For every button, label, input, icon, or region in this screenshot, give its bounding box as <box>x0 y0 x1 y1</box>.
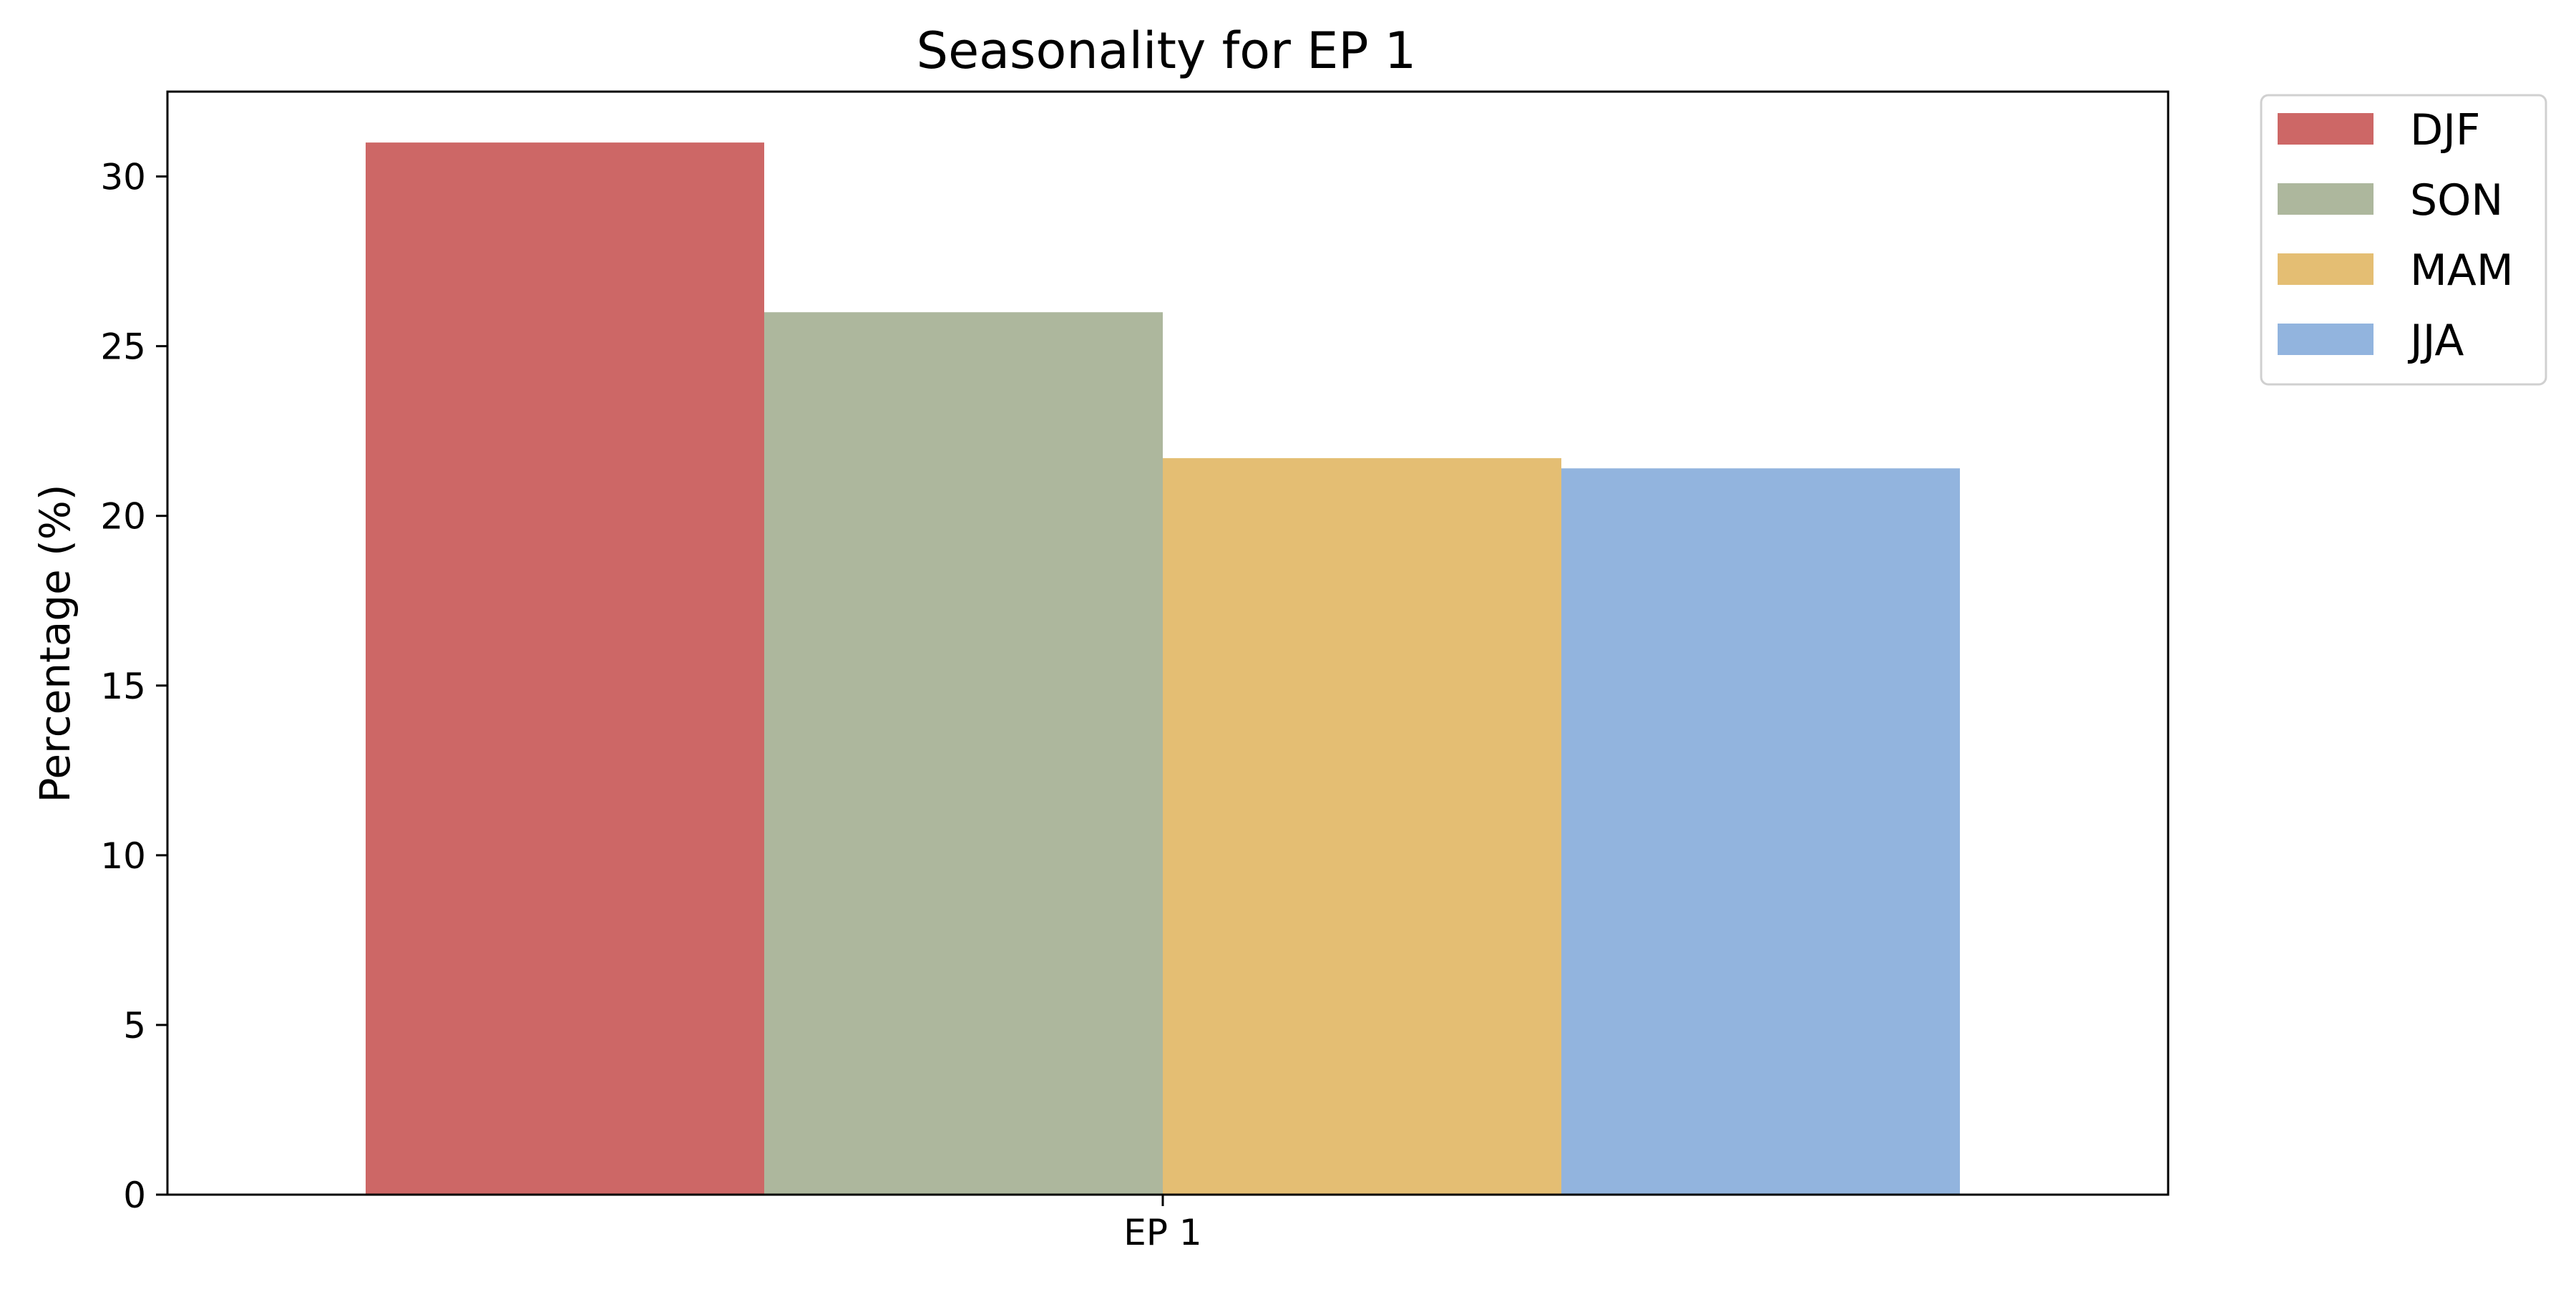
y-axis-label: Percentage (%) <box>31 484 79 802</box>
legend-label-mam: MAM <box>2410 246 2514 296</box>
bar-jja-ep-1 <box>1561 468 1960 1195</box>
y-tick-label: 15 <box>100 666 146 707</box>
bar-mam-ep-1 <box>1163 458 1561 1195</box>
legend-label-djf: DJF <box>2410 105 2480 155</box>
legend-label-jja: JJA <box>2407 316 2464 366</box>
y-tick-label: 10 <box>100 835 146 877</box>
plot-area-frame <box>166 90 2170 1196</box>
bar-djf-ep-1 <box>366 142 764 1195</box>
x-axis-ticks: EP 1 <box>1123 1195 1202 1253</box>
bar-son-ep-1 <box>764 312 1163 1195</box>
y-tick-label: 30 <box>100 157 146 198</box>
bars-group <box>366 142 1960 1195</box>
y-axis-ticks: 0 5 10 15 20 25 30 <box>100 157 167 1216</box>
y-tick-label: 25 <box>100 326 146 368</box>
y-tick-label: 5 <box>123 1005 146 1046</box>
legend-swatch-djf <box>2278 113 2373 145</box>
legend-swatch-jja <box>2278 324 2373 355</box>
legend-swatch-mam <box>2278 253 2373 285</box>
legend: DJF SON MAM JJA <box>2260 94 2547 386</box>
x-tick-label: EP 1 <box>1123 1212 1201 1253</box>
legend-label-son: SON <box>2410 175 2503 225</box>
y-tick-label: 0 <box>123 1175 146 1216</box>
chart-title: Seasonality for EP 1 <box>917 21 1417 80</box>
legend-entries: DJF SON MAM JJA <box>2278 105 2514 366</box>
legend-swatch-son <box>2278 183 2373 215</box>
y-tick-label: 20 <box>100 496 146 538</box>
legend-box <box>2260 94 2547 386</box>
